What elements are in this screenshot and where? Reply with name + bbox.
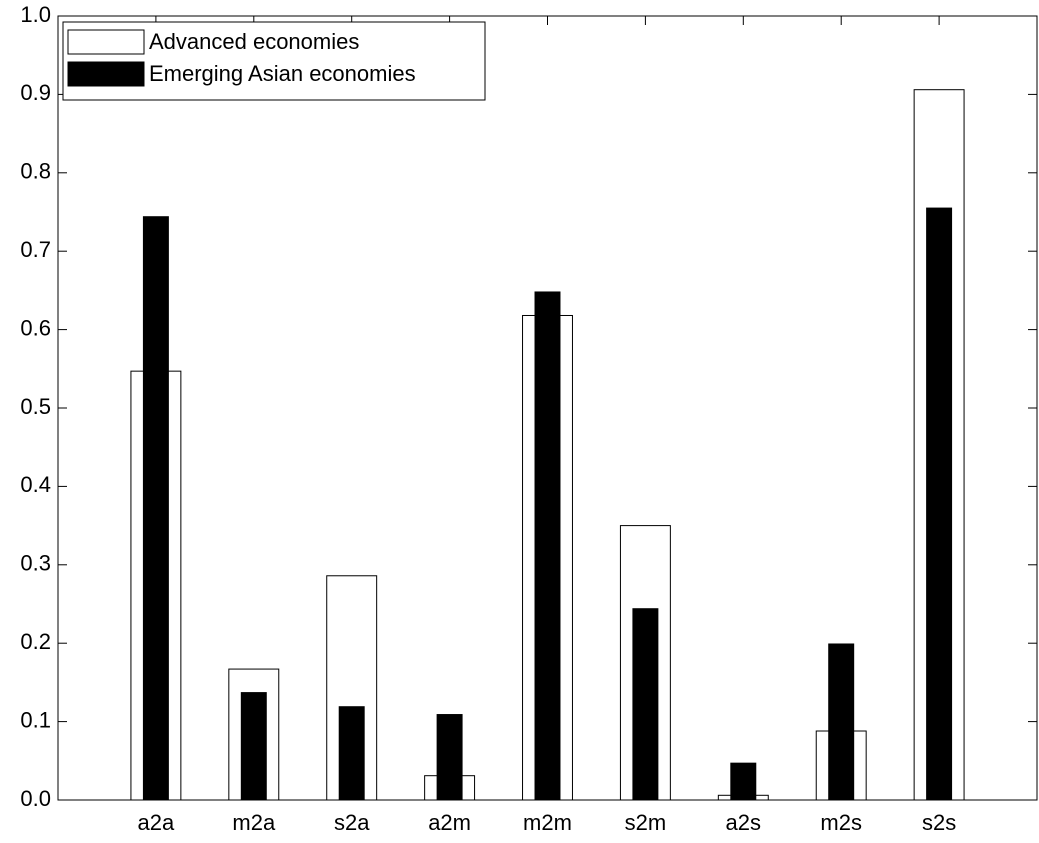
y-tick-label: 0.7 [20, 237, 51, 262]
legend-label: Advanced economies [149, 29, 359, 54]
y-tick-label: 0.0 [20, 786, 51, 811]
y-tick-label: 0.2 [20, 629, 51, 654]
x-tick-label: s2s [922, 810, 956, 835]
bar [632, 608, 659, 801]
legend-label: Emerging Asian economies [149, 61, 416, 86]
x-tick-label: a2m [428, 810, 471, 835]
bar [338, 706, 365, 801]
y-tick-label: 0.3 [20, 551, 51, 576]
y-tick-label: 0.1 [20, 707, 51, 732]
bar [926, 207, 953, 801]
y-tick-label: 0.8 [20, 159, 51, 184]
x-tick-label: m2m [523, 810, 572, 835]
x-tick-label: s2a [334, 810, 370, 835]
bar [534, 291, 561, 801]
x-tick-label: m2a [232, 810, 276, 835]
x-tick-label: a2a [138, 810, 175, 835]
legend-swatch [67, 29, 145, 55]
x-tick-label: s2m [625, 810, 667, 835]
x-tick-label: m2s [820, 810, 862, 835]
y-tick-label: 0.6 [20, 315, 51, 340]
bar [142, 216, 169, 801]
y-tick-label: 0.4 [20, 472, 51, 497]
y-tick-label: 0.9 [20, 80, 51, 105]
legend-swatch [67, 61, 145, 87]
bar [828, 643, 855, 801]
plot-frame [57, 15, 1038, 801]
y-tick-label: 1.0 [20, 2, 51, 27]
bar [240, 692, 267, 801]
x-tick-label: a2s [726, 810, 761, 835]
bar [436, 714, 463, 801]
y-tick-label: 0.5 [20, 394, 51, 419]
